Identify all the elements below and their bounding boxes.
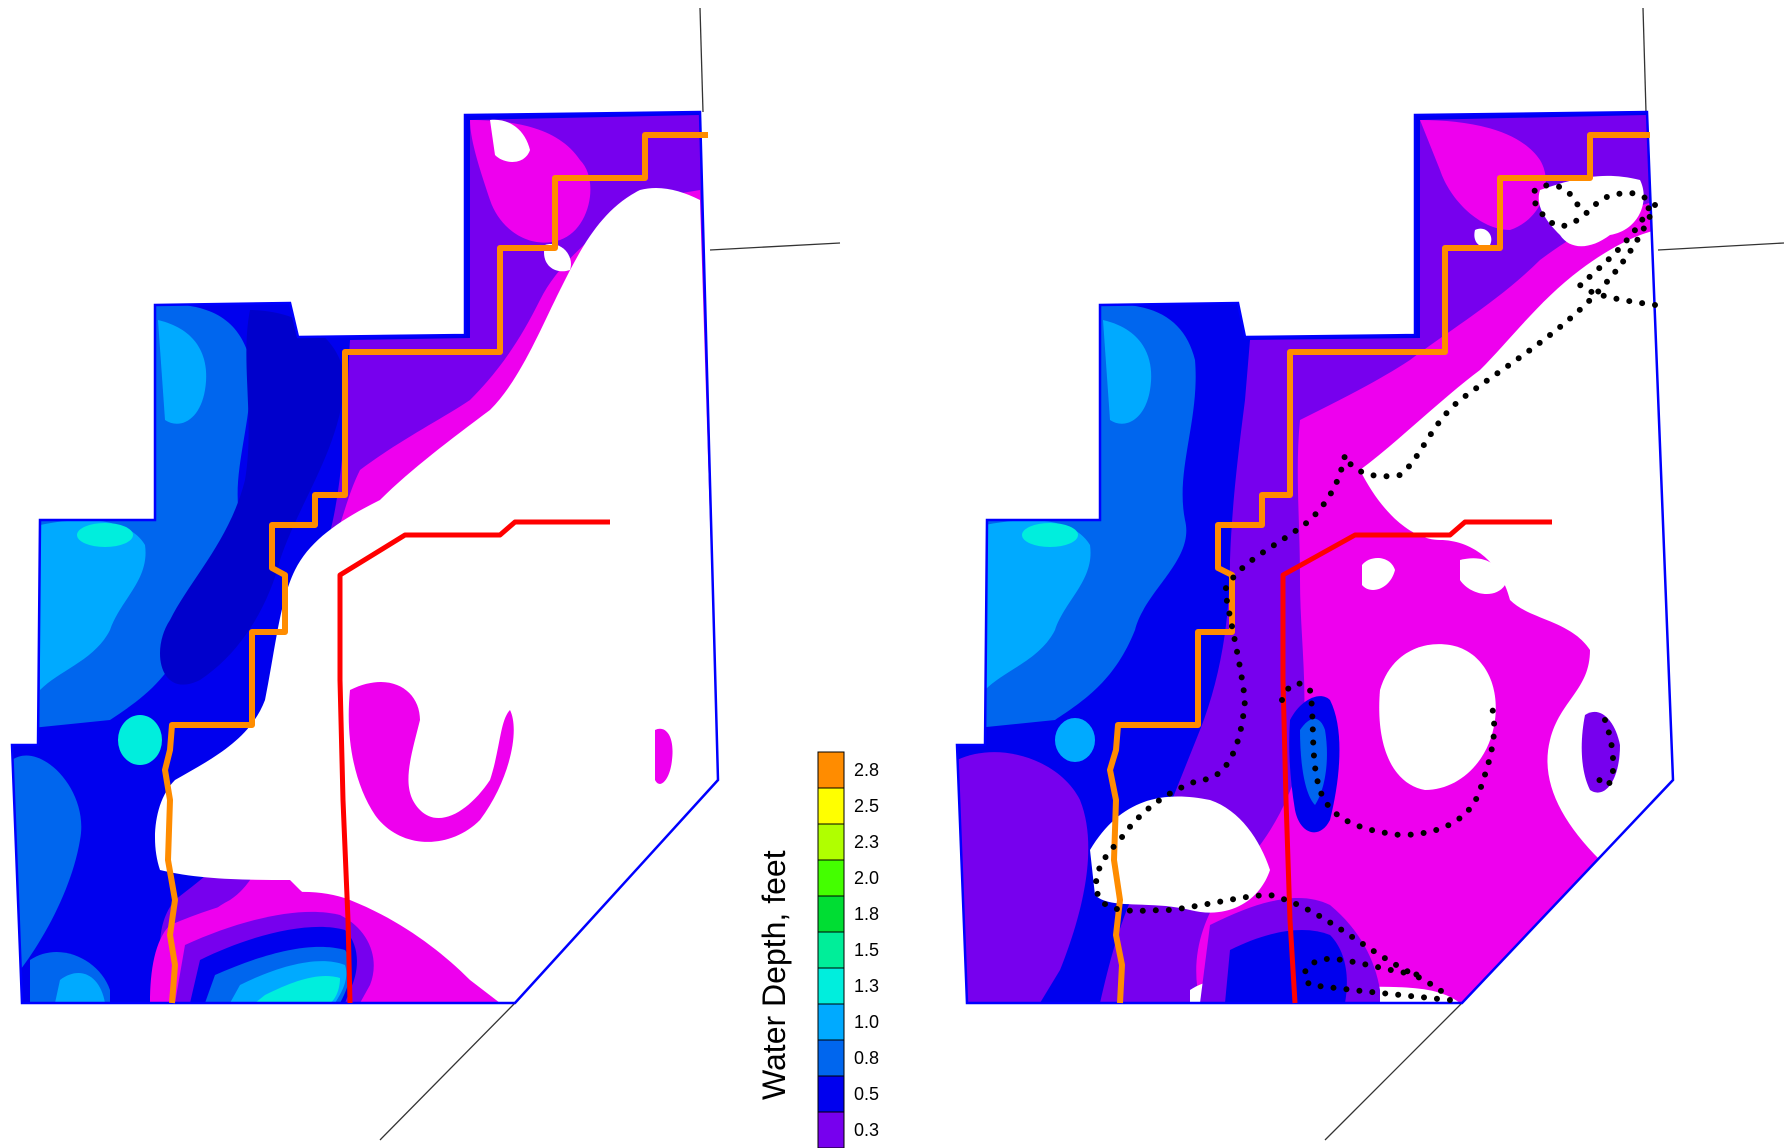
legend-label: 0.5 bbox=[854, 1084, 879, 1104]
legend-swatch bbox=[817, 1003, 845, 1041]
legend-label: 1.8 bbox=[854, 904, 879, 924]
legend-swatch bbox=[817, 859, 845, 897]
legend-swatch bbox=[817, 967, 845, 1005]
legend-label: 2.0 bbox=[854, 868, 879, 888]
legend-swatch bbox=[817, 1111, 845, 1148]
legend-label: 1.3 bbox=[854, 976, 879, 996]
legend-label: 2.3 bbox=[854, 832, 879, 852]
field-boundary-right bbox=[955, 110, 1675, 1005]
legend-swatch bbox=[817, 895, 845, 933]
red-line-right bbox=[1280, 519, 1552, 1004]
legend-scale: 2.8 2.5 2.3 2.0 1.8 1.5 1.3 1.0 0.8 0.5 0.3 bbox=[817, 751, 879, 1148]
legend-label: 1.5 bbox=[854, 940, 879, 960]
red-line-left bbox=[337, 519, 610, 1004]
legend: Water Depth, feet 2.8 2.5 2.3 2.0 1.8 1.5 1.3 1… bbox=[756, 751, 879, 1148]
field-boundary-left bbox=[10, 110, 720, 1005]
legend-swatch bbox=[817, 931, 845, 969]
right-map-panel bbox=[955, 7, 1784, 1141]
orange-line-left bbox=[162, 132, 708, 1004]
orange-line-right bbox=[1107, 132, 1650, 1004]
road-lines-right bbox=[1324, 7, 1784, 1141]
legend-label: 1.0 bbox=[854, 1012, 879, 1032]
legend-label: 2.5 bbox=[854, 796, 879, 816]
legend-swatch bbox=[817, 751, 845, 789]
legend-swatch bbox=[817, 1075, 845, 1113]
legend-swatch bbox=[817, 787, 845, 825]
legend-swatch bbox=[817, 1039, 845, 1077]
left-map-panel bbox=[10, 7, 841, 1141]
legend-label: 0.8 bbox=[854, 1048, 879, 1068]
legend-swatch bbox=[817, 823, 845, 861]
dotted-outlines bbox=[1093, 182, 1658, 1004]
legend-title: Water Depth, feet bbox=[756, 850, 792, 1100]
legend-label: 2.8 bbox=[854, 760, 879, 780]
legend-label: 0.3 bbox=[854, 1120, 879, 1140]
road-lines-left bbox=[379, 7, 841, 1141]
